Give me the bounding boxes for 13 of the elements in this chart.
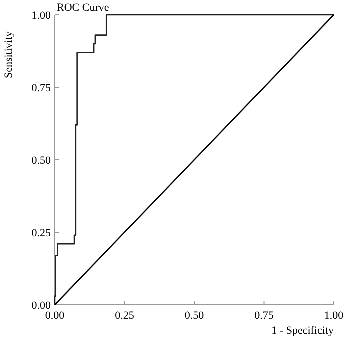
- y-tick-label: 0.25: [32, 227, 52, 240]
- y-tick-label: 1.00: [32, 10, 52, 22]
- y-axis-title: Sensitivity: [3, 30, 15, 79]
- y-tick-label: 0.75: [32, 82, 52, 94]
- x-tick-label: 0.25: [115, 310, 135, 322]
- chart-title: ROC Curve: [57, 2, 110, 14]
- x-axis-title: 1 - Specificity: [272, 325, 334, 337]
- x-tick-label: 0.75: [254, 310, 274, 322]
- x-tick-label: 1.00: [324, 310, 344, 322]
- y-tick-label: 0.50: [32, 154, 52, 167]
- y-tick-label: 0.00: [32, 300, 52, 312]
- x-tick-label: 0.00: [45, 310, 66, 322]
- x-tick-label: 0.50: [184, 310, 205, 322]
